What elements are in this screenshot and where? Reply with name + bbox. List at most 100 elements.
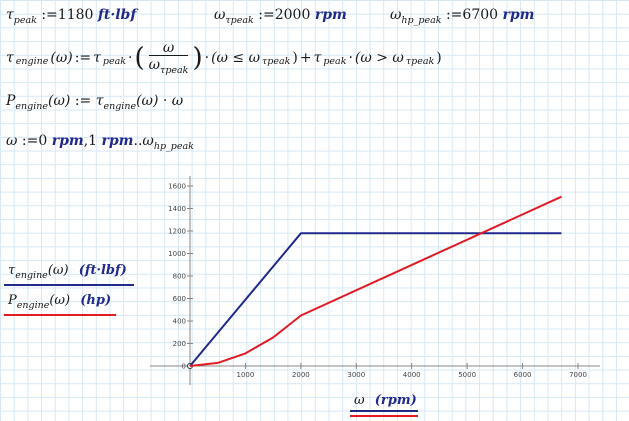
y-tick-label: 1000 xyxy=(168,250,186,258)
omega-symbol: ω xyxy=(171,93,184,109)
assign-operator: := xyxy=(74,50,92,66)
tau-symbol: τ xyxy=(6,50,14,66)
omega-symbol: ω xyxy=(148,56,161,73)
range-step-unit: rpm xyxy=(101,133,134,149)
omega-symbol: ω xyxy=(142,133,154,149)
assign-operator: := xyxy=(21,133,39,149)
power-symbol: P xyxy=(6,93,16,109)
assign-operator: := xyxy=(74,93,92,109)
x-legend-line-blue xyxy=(350,410,418,412)
tau-peak-subscript: τpeak xyxy=(262,56,291,67)
x-tick-label: 1000 xyxy=(237,371,255,379)
omega-hp-peak-subscript: hp_peak xyxy=(401,15,442,26)
peak-subscript: peak xyxy=(102,56,127,67)
engine-subscript: engine xyxy=(16,300,50,311)
y-tick-label: 1400 xyxy=(168,205,186,213)
x-tick-label: 2000 xyxy=(292,371,310,379)
assign-operator: := xyxy=(41,7,58,23)
close-paren: ) xyxy=(292,50,298,66)
comma: , xyxy=(83,133,89,149)
y-tick-label: 1600 xyxy=(168,183,186,191)
multiply-dot: · xyxy=(128,50,133,66)
range-dots: .. xyxy=(133,133,143,149)
rpm-unit: (rpm) xyxy=(374,393,417,408)
function-argument: (ω) xyxy=(47,263,69,278)
engine-subscript: engine xyxy=(15,270,48,281)
y-tick-label: 400 xyxy=(173,318,186,326)
tau-symbol: τ xyxy=(95,93,104,109)
x-tick-label: 4000 xyxy=(403,371,421,379)
def-omega-hp-peak[interactable]: ωhp_peak :=6700 rpm xyxy=(390,6,534,26)
function-argument: (ω) xyxy=(48,93,71,109)
ratio-fraction: ω ωτpeak xyxy=(148,39,189,76)
range-step-value: 1 xyxy=(88,133,98,149)
fraction-bar xyxy=(148,54,189,56)
torque-function-definition[interactable]: τ engine (ω) := τ peak · ( ω ωτpeak ) · (ω … xyxy=(6,36,442,80)
engine-subscript: engine xyxy=(15,56,49,67)
tau-symbol: τ xyxy=(8,263,16,278)
range-start-value: 0 xyxy=(38,133,48,149)
chart-series xyxy=(189,195,562,367)
x-tick-label: 3000 xyxy=(347,371,365,379)
function-argument: (ω) xyxy=(49,293,71,308)
y-expression-power[interactable]: Pengine(ω) (hp) xyxy=(8,292,111,311)
multiply-dot: · xyxy=(348,50,353,66)
condition-1: (ω ≤ ω xyxy=(211,50,260,66)
def-tau-peak[interactable]: τpeak :=1180 ft·lbf xyxy=(6,6,136,26)
omega-symbol: ω xyxy=(354,393,365,408)
left-paren: ( xyxy=(134,43,145,73)
tau-symbol: τ xyxy=(93,50,101,66)
power-unit: (hp) xyxy=(80,293,112,308)
y-tick-label: 200 xyxy=(173,340,186,348)
power-symbol: P xyxy=(8,293,17,308)
peak-subscript: peak xyxy=(323,56,347,67)
power-legend-line xyxy=(4,314,116,316)
omega-symbol: ω xyxy=(214,7,226,23)
range-definition[interactable]: ω :=0 rpm,1 rpm..ωhp_peak xyxy=(6,132,194,152)
omega-tau-peak-value: 2000 xyxy=(274,7,311,23)
power-function-definition[interactable]: Pengine(ω) := τengine(ω) · ω xyxy=(6,92,183,112)
assign-operator: := xyxy=(445,7,463,23)
function-argument: (ω) xyxy=(50,50,73,66)
y-tick-label: 800 xyxy=(173,273,186,281)
torque-series-line xyxy=(189,232,562,367)
multiply-dot: · xyxy=(204,50,210,66)
hp-peak-subscript: hp_peak xyxy=(153,141,194,152)
engine-subscript: engine xyxy=(15,101,49,112)
tau-peak-value: 1180 xyxy=(57,7,94,23)
omega-symbol: ω xyxy=(390,7,402,23)
y-tick-label: 0 xyxy=(182,363,186,371)
engine-subscript: engine xyxy=(103,101,137,112)
y-expression-torque[interactable]: τengine(ω) (ft·lbf) xyxy=(8,262,127,281)
fraction-numerator: ω xyxy=(162,39,175,56)
tau-peak-subscript: peak xyxy=(13,15,37,26)
assign-operator: := xyxy=(258,7,275,23)
condition-2: (ω > ω xyxy=(354,50,404,66)
omega-tau-peak-unit: rpm xyxy=(314,7,347,23)
tau-peak-subscript: τpeak xyxy=(160,64,189,76)
x-expression[interactable]: ω (rpm) xyxy=(354,392,417,410)
y-tick-label: 1200 xyxy=(168,228,186,236)
torque-legend-line xyxy=(4,284,134,286)
tau-symbol: τ xyxy=(6,7,14,23)
omega-tau-peak-subscript: τpeak xyxy=(225,15,254,26)
right-paren: ) xyxy=(192,43,203,73)
x-tick-label: 5000 xyxy=(458,371,476,379)
tau-symbol: τ xyxy=(313,50,322,66)
close-paren: ) xyxy=(436,50,442,66)
def-omega-tau-peak[interactable]: ωτpeak :=2000 rpm xyxy=(214,6,347,26)
omega-hp-peak-value: 6700 xyxy=(462,7,499,23)
x-legend-line-red xyxy=(350,415,418,417)
range-start-unit: rpm xyxy=(51,133,84,149)
omega-hp-peak-unit: rpm xyxy=(502,7,535,23)
torque-unit: (ft·lbf) xyxy=(78,263,127,278)
x-tick-label: 6000 xyxy=(514,371,532,379)
x-tick-label: 7000 xyxy=(569,371,587,379)
fraction-denominator: ωτpeak xyxy=(149,56,189,76)
tau-peak-unit: ft·lbf xyxy=(97,7,137,23)
power-series-line xyxy=(189,195,562,367)
function-argument: (ω) xyxy=(136,93,159,109)
tau-peak-subscript: τpeak xyxy=(405,56,435,67)
plus-operator: + xyxy=(299,50,312,66)
